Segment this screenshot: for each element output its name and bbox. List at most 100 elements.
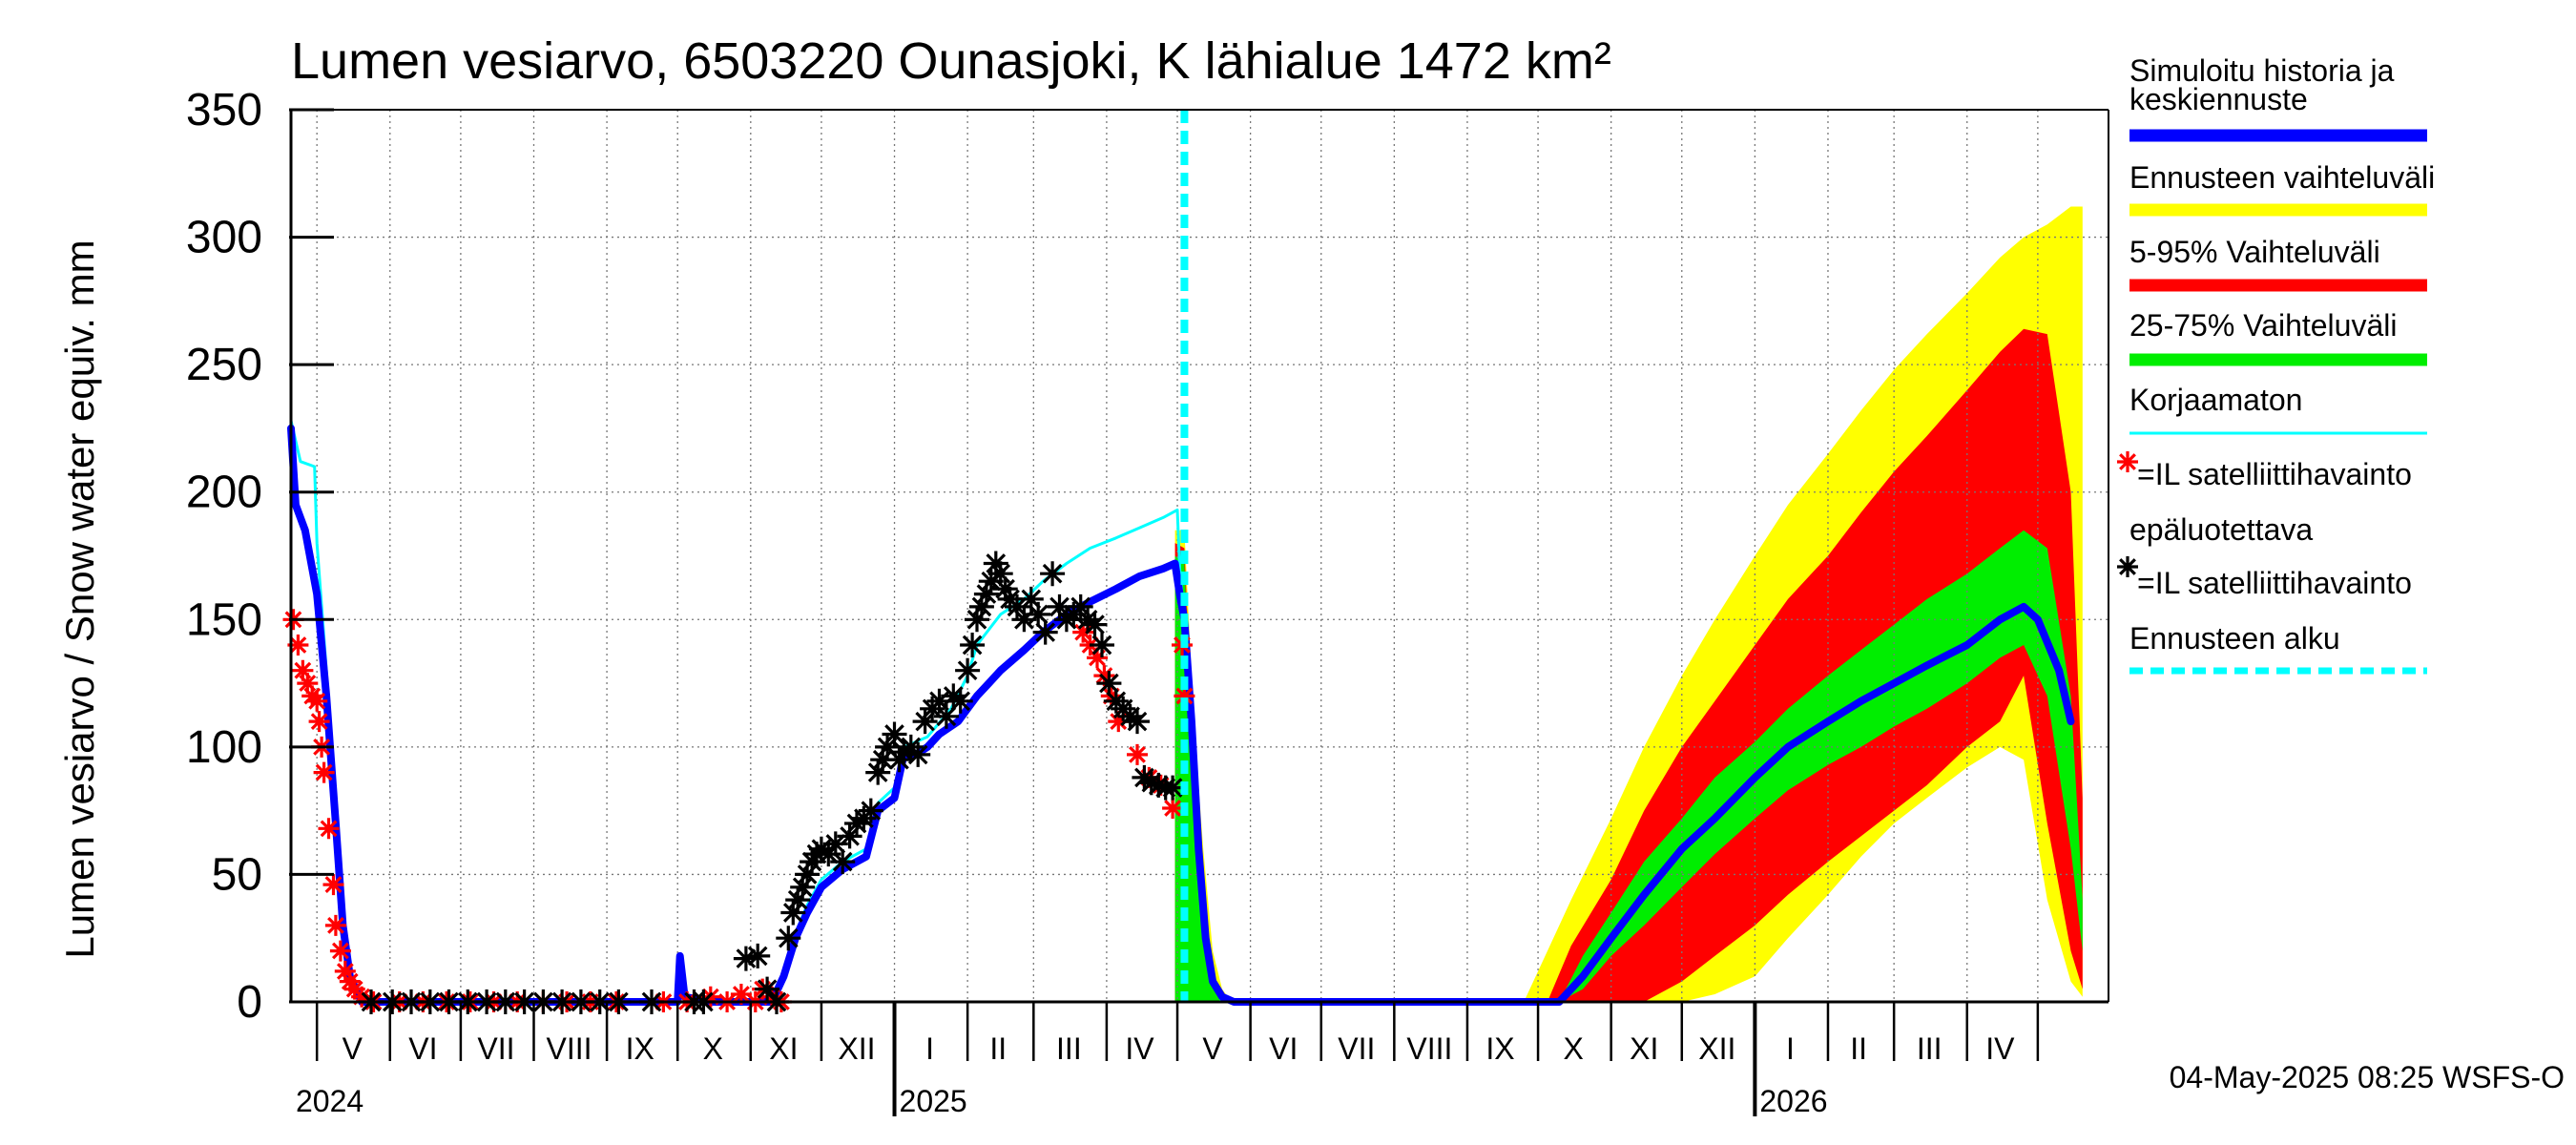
obs-point-30 [822, 831, 848, 857]
obs-unreliable-point-32 [730, 984, 752, 1005]
legend-label-3: 25-75% Vaihteluväli [2129, 308, 2397, 343]
obs-point-36 [865, 760, 891, 785]
band-1 [1174, 328, 2083, 1002]
obs-point-77 [1125, 709, 1150, 735]
obs-point-37 [870, 747, 896, 773]
x-month-label: XII [1698, 1031, 1735, 1066]
obs-point-69 [1068, 593, 1093, 619]
footer-timestamp: 04-May-2025 08:25 WSFS-O [2170, 1060, 2565, 1094]
obs-unreliable-point-48 [1174, 685, 1195, 707]
y-tick-label: 0 [237, 977, 262, 1028]
y-tick-label: 250 [186, 340, 262, 390]
obs-point-63 [1026, 601, 1051, 627]
obs-point-43 [905, 741, 931, 767]
obs-point-65 [1040, 561, 1066, 587]
legend-label-7: Ennusteen alku [2129, 621, 2340, 656]
obs-point-49 [947, 688, 973, 714]
obs-point-52 [965, 607, 989, 633]
x-month-label: V [1202, 1031, 1223, 1066]
obs-point-32 [837, 823, 862, 849]
obs-point-82 [1160, 775, 1186, 801]
obs-point-47 [933, 703, 959, 729]
obs-point-72 [1090, 633, 1114, 657]
x-month-label: XI [769, 1031, 798, 1066]
x-month-label: X [703, 1031, 723, 1066]
obs-point-61 [1011, 607, 1037, 633]
obs-point-60 [1005, 593, 1029, 619]
x-month-label: VIII [1406, 1031, 1452, 1066]
legend-label-4: Korjaamaton [2129, 383, 2302, 417]
obs-unreliable-point-40 [1093, 665, 1115, 687]
x-month-label: II [1850, 1031, 1867, 1066]
obs-point-19 [755, 976, 780, 1002]
x-month-label: V [343, 1031, 364, 1066]
x-month-label: VII [477, 1031, 514, 1066]
x-year-label: 2025 [900, 1084, 967, 1118]
x-month-label: XI [1630, 1031, 1658, 1066]
legend-label-0: keskiennuste [2129, 82, 2308, 116]
series-line-3 [287, 424, 2075, 1006]
y-tick-label: 50 [212, 849, 262, 900]
x-month-label: VI [1269, 1031, 1298, 1066]
legend-label-1: Ennusteen vaihteluväli [2129, 160, 2435, 195]
obs-point-39 [882, 721, 907, 747]
x-month-label: III [1056, 1031, 1082, 1066]
y-tick-label: 300 [186, 213, 262, 263]
x-month-label: VI [408, 1031, 437, 1066]
obs-point-29 [816, 842, 841, 867]
obs-unreliable-point-13 [334, 960, 356, 982]
obs-point-38 [875, 734, 901, 760]
obs-point-53 [968, 593, 994, 619]
obs-unreliable-point-39 [1087, 647, 1108, 669]
obs-unreliable-point-5 [306, 690, 328, 712]
obs-unreliable-point-1 [287, 635, 309, 656]
y-tick-label: 200 [186, 468, 262, 518]
y-tick-label: 350 [186, 85, 262, 135]
y-tick-label: 150 [186, 594, 262, 645]
obs-point-40 [886, 747, 912, 773]
obs-point-35 [858, 798, 883, 823]
obs-point-79 [1138, 770, 1164, 796]
x-month-label: IX [1485, 1031, 1514, 1066]
obs-unreliable-point-10 [322, 874, 344, 896]
obs-unreliable-point-14 [339, 970, 361, 992]
obs-point-56 [983, 551, 1008, 576]
series-lines [287, 419, 2075, 1006]
obs-point-18 [745, 943, 771, 968]
x-month-label: IV [1985, 1031, 2015, 1066]
obs-unreliable-point-2 [292, 659, 314, 681]
x-month-label: IV [1125, 1031, 1154, 1066]
obs-point-17 [733, 946, 758, 971]
x-month-label: III [1917, 1031, 1942, 1066]
obs-unreliable-point-16 [351, 986, 373, 1008]
obs-point-24 [790, 874, 816, 900]
obs-point-73 [1096, 671, 1122, 697]
obs-point-62 [1018, 586, 1044, 612]
obs-point-25 [795, 862, 821, 887]
legend-label-5b: epäluotettava [2129, 512, 2313, 547]
obs-point-71 [1082, 612, 1108, 637]
y-axis-label: Lumen vesiarvo / Snow water equiv. mm [57, 239, 102, 958]
obs-point-54 [973, 581, 999, 607]
x-month-label: IX [626, 1031, 654, 1066]
obs-point-26 [800, 849, 825, 875]
obs-unreliable-point-11 [324, 914, 346, 936]
obs-point-58 [992, 576, 1018, 602]
obs-point-64 [1032, 619, 1058, 645]
obs-point-46 [926, 688, 952, 714]
obs-point-31 [830, 849, 856, 875]
legend-label-5: =IL satelliittihavainto [2137, 457, 2412, 491]
x-month-label: X [1563, 1031, 1583, 1066]
obs-point-50 [955, 657, 981, 683]
x-month-label: VII [1338, 1031, 1375, 1066]
y-tick-label: 100 [186, 722, 262, 773]
obs-point-23 [785, 887, 811, 913]
x-month-label: I [1786, 1031, 1795, 1066]
x-month-label: I [925, 1031, 934, 1066]
obs-unreliable-point-6 [308, 711, 330, 733]
obs-point-21 [776, 926, 801, 951]
x-year-label: 2024 [296, 1084, 364, 1118]
